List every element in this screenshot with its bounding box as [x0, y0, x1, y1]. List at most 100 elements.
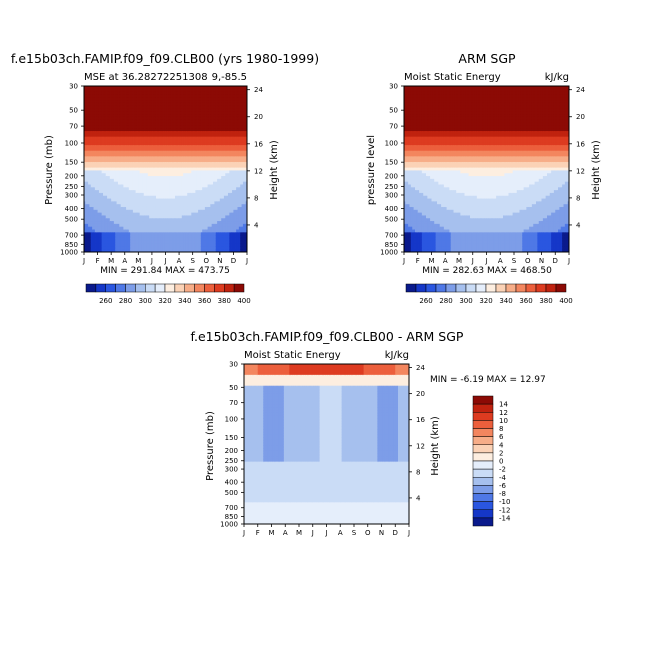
contour-cell	[131, 170, 134, 174]
contour-cell	[136, 240, 139, 245]
contour-cell	[135, 159, 138, 163]
contour-cell	[183, 170, 186, 174]
contour-cell	[147, 102, 150, 107]
contour-cell	[194, 246, 196, 250]
contour-cell	[122, 150, 124, 155]
contour-cell	[109, 187, 112, 191]
contour-cell	[108, 133, 111, 138]
contour-cell	[142, 139, 145, 143]
contour-cell	[192, 201, 195, 205]
contour-cell	[173, 145, 176, 149]
contour-cell	[116, 147, 119, 152]
contour-cell	[189, 147, 192, 152]
contour-cell	[136, 195, 139, 200]
contour-cell	[151, 209, 154, 214]
contour-cell	[120, 173, 123, 177]
contour-cell	[187, 209, 190, 214]
contour-cell	[145, 97, 148, 101]
contour-cell	[196, 102, 199, 107]
contour-cell	[113, 184, 116, 188]
contour-cell	[112, 209, 115, 214]
contour-cell	[187, 237, 190, 242]
contour-cell	[115, 235, 118, 239]
contour-cell	[97, 246, 100, 250]
contour-cell	[117, 170, 120, 174]
contour-cell	[161, 133, 164, 138]
contour-cell	[90, 173, 93, 177]
contour-cell	[138, 102, 141, 107]
contour-cell	[108, 88, 111, 93]
contour-cell	[131, 145, 134, 149]
contour-cell	[84, 218, 86, 222]
contour-cell	[84, 161, 86, 166]
contour-cell	[185, 119, 188, 124]
contour-cell	[135, 91, 138, 95]
contour-cell	[90, 204, 93, 208]
contour-cell	[94, 125, 97, 129]
contour-cell	[168, 88, 171, 93]
contour-cell	[128, 209, 131, 214]
contour-cell	[115, 94, 118, 98]
contour-cell	[120, 240, 123, 245]
contour-cell	[143, 246, 146, 250]
contour-cell	[172, 147, 175, 152]
contour-cell	[120, 88, 123, 93]
contour-cell	[183, 164, 186, 169]
contour-cell	[115, 88, 118, 93]
contour-cell	[175, 102, 177, 107]
contour-cell	[127, 209, 130, 214]
contour-cell	[181, 159, 184, 163]
contour-cell	[86, 164, 89, 169]
contour-cell	[107, 133, 110, 138]
contour-cell	[132, 108, 135, 112]
contour-cell	[183, 229, 186, 233]
contour-cell	[181, 201, 184, 205]
contour-cell	[138, 125, 141, 129]
contour-cell	[147, 145, 150, 149]
contour-cell	[189, 209, 192, 214]
contour-cell	[86, 215, 89, 219]
contour-cell	[116, 94, 119, 98]
contour-cell	[147, 119, 150, 124]
contour-cell	[109, 111, 112, 115]
contour-cell	[158, 232, 161, 236]
contour-cell	[194, 170, 196, 174]
contour-cell	[113, 223, 116, 228]
contour-cell	[132, 229, 135, 233]
contour-cell	[135, 86, 138, 90]
contour-cell	[158, 119, 161, 124]
contour-cell	[160, 125, 163, 129]
contour-cell	[122, 139, 124, 143]
contour-cell	[177, 145, 180, 149]
contour-cell	[111, 153, 114, 157]
contour-cell	[169, 111, 172, 115]
contour-cell	[188, 249, 191, 252]
contour-cell	[107, 243, 110, 247]
contour-cell	[123, 128, 126, 132]
contour-cell	[158, 167, 161, 171]
contour-cell	[161, 249, 164, 252]
contour-cell	[134, 131, 137, 135]
contour-cell	[183, 215, 186, 219]
contour-cell	[88, 176, 91, 180]
contour-cell	[104, 150, 107, 155]
contour-cell	[162, 218, 165, 222]
contour-cell	[136, 226, 139, 231]
contour-cell	[85, 209, 88, 214]
contour-cell	[143, 116, 146, 121]
contour-cell	[90, 114, 93, 118]
contour-cell	[150, 119, 153, 124]
contour-cell	[131, 201, 134, 205]
contour-cell	[157, 201, 160, 205]
contour-cell	[89, 128, 92, 132]
contour-cell	[149, 181, 152, 186]
contour-cell	[130, 108, 133, 112]
contour-cell	[166, 159, 169, 163]
contour-cell	[91, 252, 93, 255]
contour-cell	[89, 111, 92, 115]
contour-cell	[179, 240, 182, 245]
contour-cell	[131, 243, 134, 247]
contour-cell	[160, 94, 163, 98]
contour-cell	[183, 178, 186, 183]
contour-cell	[88, 125, 91, 129]
